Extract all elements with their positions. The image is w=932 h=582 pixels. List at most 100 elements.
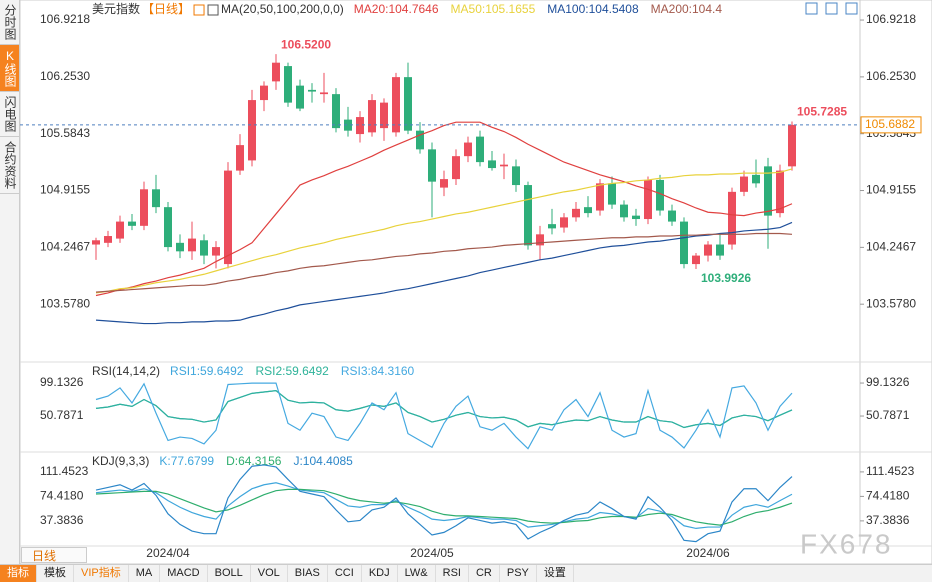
y-tick-label: 37.3836 bbox=[40, 513, 84, 527]
candle-body bbox=[128, 221, 136, 226]
toolbar-icon[interactable] bbox=[805, 2, 818, 15]
candle-body bbox=[176, 242, 184, 252]
y-tick-label: 103.5780 bbox=[866, 296, 916, 310]
indicator-line bbox=[95, 232, 793, 293]
legend-entry: MA20:104.7646 bbox=[354, 2, 439, 16]
settings-icon[interactable] bbox=[193, 4, 205, 16]
candle-body bbox=[500, 164, 508, 167]
candle-body bbox=[716, 244, 724, 256]
last-price-label: 105.6882 bbox=[865, 117, 915, 131]
candle-body bbox=[524, 185, 532, 246]
y-tick-label: 103.5780 bbox=[40, 296, 90, 310]
toolbar-item[interactable]: CCI bbox=[328, 565, 362, 582]
indicator-title: RSI(14,14,2) bbox=[92, 364, 160, 378]
y-tick-label: 50.7871 bbox=[40, 408, 84, 422]
toolbar-item[interactable]: BIAS bbox=[288, 565, 328, 582]
candle-body bbox=[212, 247, 220, 256]
toolbar-icon[interactable] bbox=[845, 2, 858, 15]
indicator-line bbox=[95, 488, 793, 526]
indicator-line bbox=[95, 382, 793, 450]
candle-body bbox=[464, 142, 472, 157]
sidebar-tab[interactable]: 合约资料 bbox=[0, 137, 19, 194]
watermark: FX678 bbox=[800, 528, 893, 559]
toolbar-item[interactable]: PSY bbox=[500, 565, 537, 582]
toolbar-item[interactable]: VOL bbox=[251, 565, 288, 582]
candle-body bbox=[668, 210, 676, 222]
candle-body bbox=[632, 215, 640, 220]
toolbar-item[interactable]: 模板 bbox=[37, 565, 74, 582]
candle-body bbox=[248, 100, 256, 161]
candle-body bbox=[620, 204, 628, 218]
candle-body bbox=[752, 174, 760, 184]
candle-body bbox=[596, 183, 604, 211]
candle-body bbox=[368, 100, 376, 133]
symbol: 美元指数 bbox=[92, 1, 140, 16]
indicator-line bbox=[95, 390, 793, 429]
y-tick-label: 105.5843 bbox=[40, 126, 90, 140]
candle-body bbox=[476, 136, 484, 163]
candle-body bbox=[392, 77, 400, 133]
sidebar-tab[interactable]: 闪电图 bbox=[0, 92, 19, 137]
toolbar-item[interactable]: CR bbox=[469, 565, 500, 582]
last-price-box bbox=[860, 116, 922, 134]
candle-body bbox=[488, 160, 496, 169]
toolbar-item[interactable]: VIP指标 bbox=[74, 565, 129, 582]
toolbar-item[interactable]: MACD bbox=[160, 565, 208, 582]
y-tick-label: 74.4180 bbox=[866, 489, 910, 503]
candle-body bbox=[416, 130, 424, 150]
y-tick-label: 50.7871 bbox=[866, 408, 910, 422]
indicator-title: KDJ(9,3,3) bbox=[92, 454, 149, 468]
candle-body bbox=[272, 62, 280, 82]
candle-body bbox=[704, 244, 712, 256]
candle-body bbox=[440, 179, 448, 188]
candle-body bbox=[428, 149, 436, 182]
legend-entry: RSI3:84.3160 bbox=[341, 364, 415, 378]
price-annotation: 103.9926 bbox=[701, 271, 751, 285]
candle-body bbox=[152, 189, 160, 208]
y-tick-label: 99.1326 bbox=[866, 375, 910, 389]
y-tick-label: 37.3836 bbox=[866, 513, 910, 527]
candle-body bbox=[644, 179, 652, 220]
legend-entry: MA50:105.1655 bbox=[451, 2, 536, 16]
indicator-line bbox=[95, 221, 793, 325]
indicator-line bbox=[95, 482, 793, 530]
period: 【日线】 bbox=[142, 2, 190, 16]
toolbar-item[interactable]: LW& bbox=[398, 565, 436, 582]
candle-body bbox=[728, 191, 736, 245]
candle-body bbox=[788, 124, 796, 167]
y-tick-label: 106.9218 bbox=[866, 12, 916, 26]
legend-entry: J:104.4085 bbox=[293, 454, 353, 468]
candle-body bbox=[164, 207, 172, 248]
sidebar-tab[interactable]: K线图 bbox=[0, 45, 19, 92]
indicator-title: MA(20,50,100,200,0,0) bbox=[221, 2, 344, 16]
candle-body bbox=[236, 145, 244, 171]
chart: FX678 106.9218 106.9218 106.2530 106.2530 105… bbox=[19, 0, 932, 564]
candle-body bbox=[764, 166, 772, 216]
period-selector[interactable]: 日线 bbox=[21, 547, 87, 563]
candle-body bbox=[200, 240, 208, 256]
candle-body bbox=[296, 85, 304, 109]
toolbar-item[interactable]: 指标 bbox=[0, 565, 37, 582]
candle-body bbox=[116, 221, 124, 239]
toolbar-item[interactable]: KDJ bbox=[362, 565, 398, 582]
indicator-line bbox=[95, 464, 793, 543]
sidebar-tab[interactable]: 分时图 bbox=[0, 0, 19, 45]
candle-body bbox=[344, 119, 352, 131]
frame bbox=[19, 0, 932, 564]
x-tick-label: 2024/05 bbox=[410, 546, 454, 560]
legend-entry: MA100:104.5408 bbox=[547, 2, 639, 16]
toolbar-item[interactable]: BOLL bbox=[208, 565, 251, 582]
toolbar: 指标 模板 VIP指标 MA MACD BOLL VOL BIAS CCI KDJ LW& RSI CR… bbox=[0, 564, 932, 582]
y-tick-label: 74.4180 bbox=[40, 489, 84, 503]
toolbar-item[interactable]: MA bbox=[129, 565, 161, 582]
candle-body bbox=[740, 176, 748, 192]
toolbar-item[interactable]: RSI bbox=[436, 565, 469, 582]
candle-body bbox=[776, 170, 784, 214]
candle-body bbox=[692, 255, 700, 265]
candle-body bbox=[284, 66, 292, 103]
y-tick-label: 106.2530 bbox=[40, 69, 90, 83]
toolbar-item[interactable]: 设置 bbox=[537, 565, 574, 582]
candle-body bbox=[452, 156, 460, 180]
toolbar-icon[interactable] bbox=[825, 2, 838, 15]
